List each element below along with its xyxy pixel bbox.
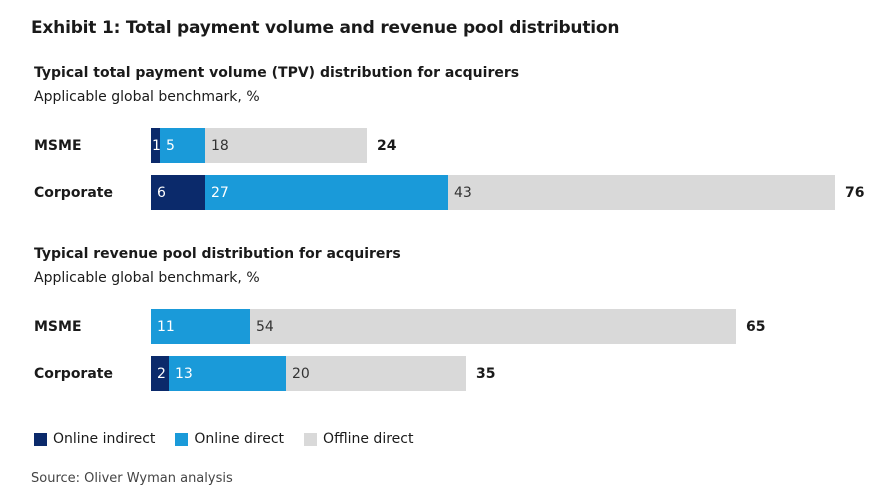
total-label: 65 bbox=[746, 318, 766, 335]
source-note: Source: Oliver Wyman analysis bbox=[31, 471, 233, 486]
bar-segment-offline-direct bbox=[250, 309, 736, 344]
data-label-offline-direct: 18 bbox=[211, 137, 229, 154]
row-label-corporate: Corporate bbox=[34, 365, 113, 382]
bar-segment-online-indirect bbox=[151, 175, 205, 210]
bar-segment-online-direct bbox=[151, 309, 250, 344]
bar-segment-online-direct bbox=[169, 356, 286, 391]
tpv-chart-title: Typical total payment volume (TPV) distr… bbox=[34, 65, 520, 81]
exhibit-title: Exhibit 1: Total payment volume and reve… bbox=[31, 18, 620, 38]
legend-label-online-direct: Online direct bbox=[194, 431, 285, 447]
data-label-offline-direct: 54 bbox=[256, 318, 274, 335]
bar-segment-offline-direct bbox=[448, 175, 835, 210]
bar-segment-online-indirect bbox=[151, 128, 160, 163]
data-label-online-indirect: 6 bbox=[157, 184, 166, 201]
data-label-online-direct: 11 bbox=[157, 318, 175, 335]
bar-segment-online-direct bbox=[160, 128, 205, 163]
data-label-online-indirect: 1 bbox=[152, 137, 161, 154]
data-label-online-direct: 5 bbox=[166, 137, 175, 154]
row-label-msme: MSME bbox=[34, 137, 82, 154]
legend-item-online-direct: Online direct bbox=[175, 431, 284, 447]
row-label-corporate: Corporate bbox=[34, 184, 113, 201]
revenue-chart-title: Typical revenue pool distribution for ac… bbox=[34, 246, 401, 262]
revenue-chart-subtitle: Applicable global benchmark, % bbox=[34, 270, 260, 286]
bar-segment-online-indirect bbox=[151, 356, 169, 391]
legend: Online indirect Online direct Offline di… bbox=[34, 431, 433, 447]
bar-segment-online-direct bbox=[205, 175, 448, 210]
legend-item-offline-direct: Offline direct bbox=[304, 431, 413, 447]
data-label-online-direct: 13 bbox=[175, 365, 193, 382]
legend-label-offline-direct: Offline direct bbox=[323, 431, 414, 447]
total-label: 35 bbox=[476, 365, 496, 382]
data-label-offline-direct: 20 bbox=[292, 365, 310, 382]
tpv-chart-subtitle: Applicable global benchmark, % bbox=[34, 89, 260, 105]
total-label: 76 bbox=[845, 184, 865, 201]
total-label: 24 bbox=[377, 137, 397, 154]
bar-segment-offline-direct bbox=[286, 356, 466, 391]
data-label-offline-direct: 43 bbox=[454, 184, 472, 201]
legend-swatch-online-indirect bbox=[34, 432, 47, 446]
legend-label-online-indirect: Online indirect bbox=[53, 431, 156, 447]
row-label-msme: MSME bbox=[34, 318, 82, 335]
legend-item-online-indirect: Online indirect bbox=[34, 431, 155, 447]
data-label-online-indirect: 2 bbox=[157, 365, 166, 382]
bar-segment-offline-direct bbox=[205, 128, 367, 163]
data-label-online-direct: 27 bbox=[211, 184, 229, 201]
legend-swatch-offline-direct bbox=[304, 432, 318, 446]
legend-swatch-online-direct bbox=[175, 432, 189, 446]
